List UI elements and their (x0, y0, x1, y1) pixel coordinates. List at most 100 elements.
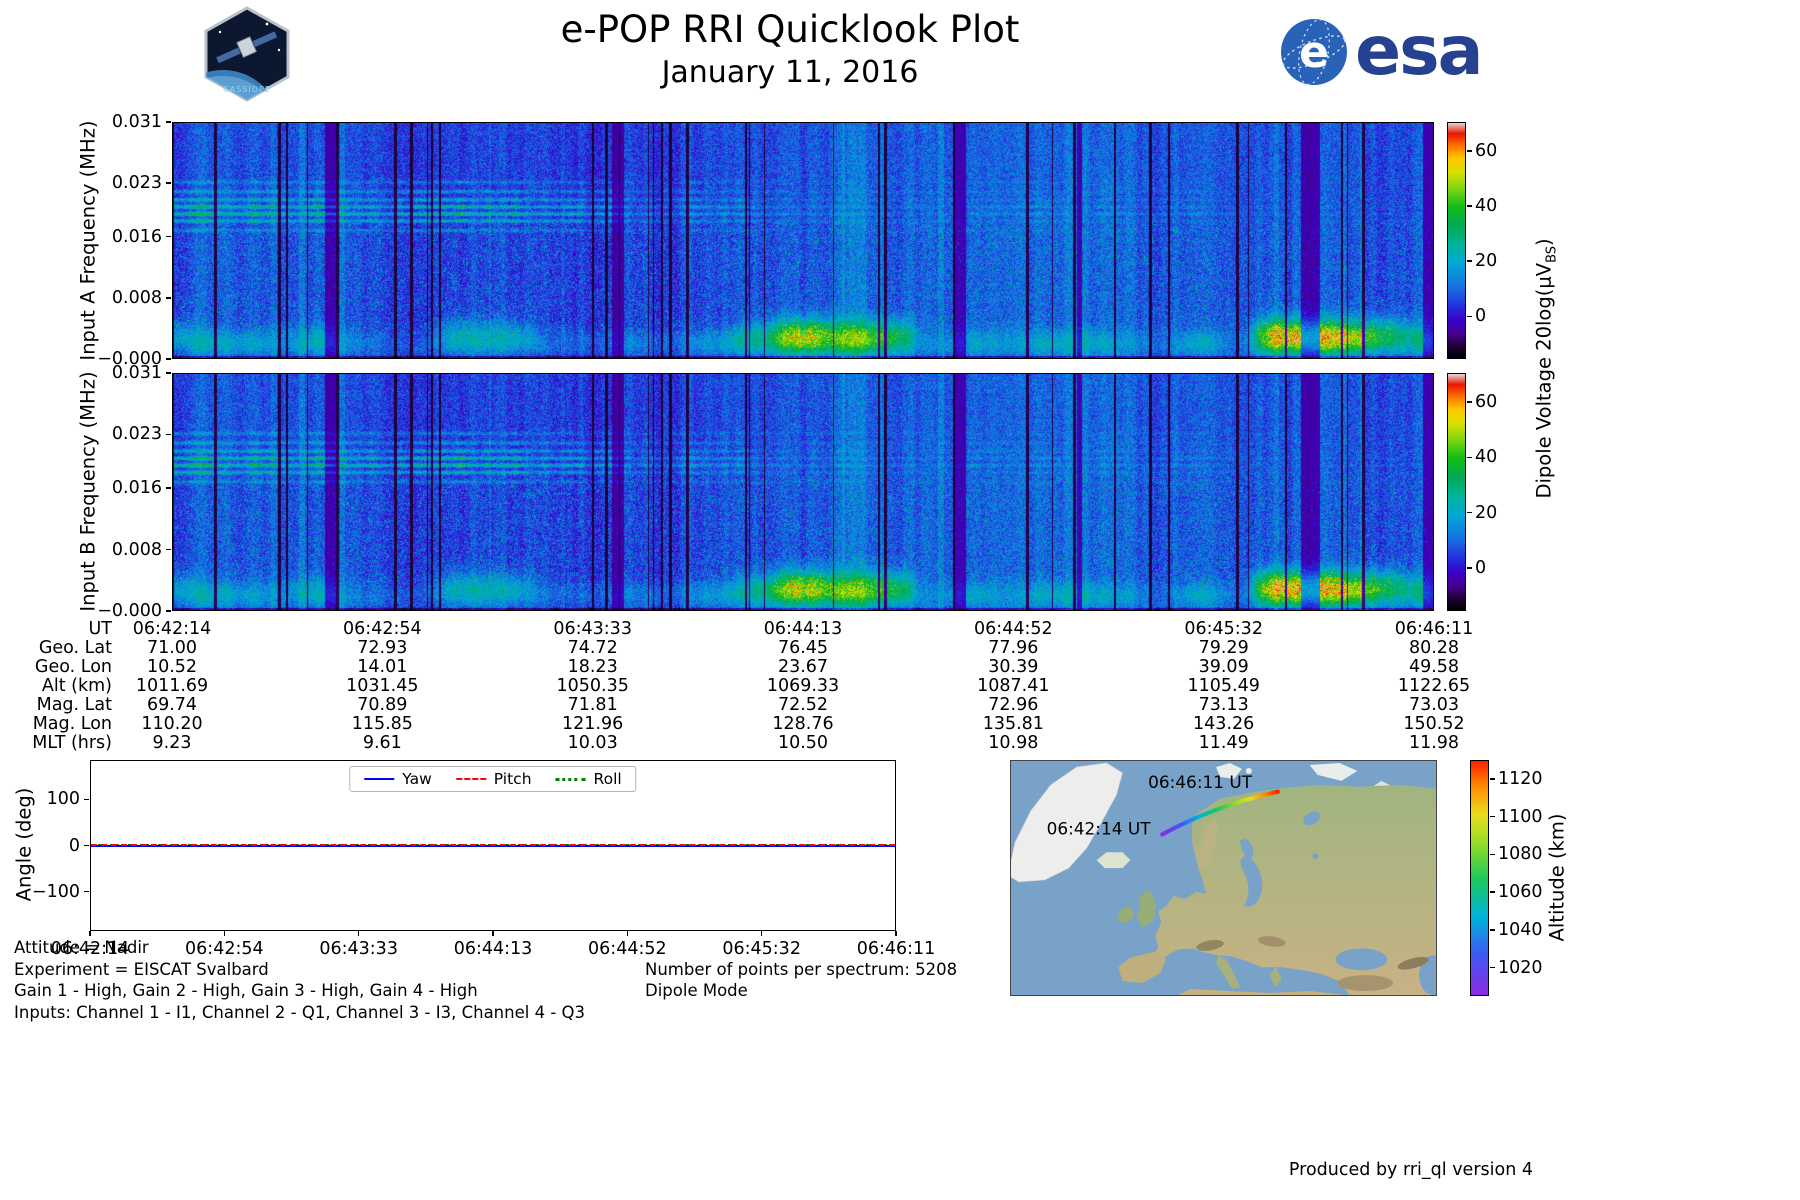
angle-xtick-mark (895, 931, 897, 936)
ephemeris-value: 9.23 (152, 732, 192, 753)
iceland-landmass (1096, 852, 1131, 869)
altitude-colorbar-tick-mark (1490, 815, 1495, 818)
cassiope-mission-patch: CASSIOPE (197, 6, 297, 102)
ephemeris-value: 1105.49 (1187, 676, 1260, 697)
lake-ladoga (1312, 853, 1319, 860)
legend-item-roll: Roll (555, 770, 622, 788)
ephemeris-value: 1069.33 (766, 676, 840, 697)
gulf-of-bothnia (1239, 838, 1254, 861)
ephemeris-value: 150.52 (1403, 713, 1465, 734)
angle-xtick-label: 06:46:11 (856, 939, 936, 959)
voltage-colorbar-a-tick-mark (1467, 150, 1472, 152)
satellite-track (1160, 789, 1280, 837)
track-end-label: 06:46:11 UT (1148, 772, 1253, 792)
freq-tick-mark (166, 433, 171, 436)
ephemeris-value: 39.09 (1198, 657, 1249, 678)
voltage-colorbar-a-tick-mark (1467, 315, 1472, 317)
ephemeris-value: 1050.35 (556, 676, 629, 697)
altitude-colorbar-tick-mark (1490, 966, 1495, 969)
yaw-line-sample (364, 778, 395, 780)
carpathian-mountains (1257, 936, 1286, 947)
angle-ytick-mark (84, 798, 89, 800)
ephemeris-value: 06:42:54 (343, 619, 422, 640)
angle-ytick-label: 100 (46, 789, 80, 810)
angle-xtick-label: 06:45:32 (722, 939, 801, 959)
ephemeris-row-label: Mag. Lon (32, 713, 112, 734)
freq-tick-mark (166, 182, 171, 184)
ephemeris-value: 73.13 (1198, 695, 1249, 716)
ephemeris-value: 14.01 (357, 657, 408, 678)
freq-tick-mark (166, 548, 171, 551)
legend-label-yaw: Yaw (402, 770, 432, 788)
note-gains: Gain 1 - High, Gain 2 - High, Gain 3 - H… (14, 981, 478, 1000)
ephemeris-value: 71.81 (567, 695, 618, 716)
angle-xtick-mark (223, 931, 226, 936)
ephemeris-value: 06:43:33 (553, 619, 632, 640)
spectrogram-a-plot (172, 122, 1434, 359)
ephemeris-value: 121.96 (562, 713, 624, 734)
altitude-colorbar-tick-label: 1060 (1498, 882, 1543, 903)
voltage-colorbar-a-tick-label: 60 (1475, 140, 1498, 161)
ephemeris-value: 69.74 (146, 695, 198, 716)
credit-text: Produced by rri_ql version 4 (1288, 1160, 1533, 1180)
spectrogram-b-plot (172, 373, 1434, 611)
ephemeris-value: 1011.69 (135, 676, 209, 697)
angle-xtick-mark (357, 931, 360, 936)
angle-ytick-label: −100 (31, 881, 80, 902)
ephemeris-value: 1087.41 (977, 676, 1050, 697)
ephemeris-value: 76.45 (777, 638, 829, 659)
legend-label-pitch: Pitch (493, 770, 532, 788)
freq-tick-label: 0.023 (111, 424, 162, 445)
note-dipole-mode: Dipole Mode (645, 981, 748, 1000)
ephemeris-value: 06:42:14 (132, 619, 212, 640)
freq-tick-label: 0.023 (111, 173, 162, 194)
ephemeris-value: 73.03 (1408, 695, 1460, 716)
ephemeris-value: 135.81 (982, 713, 1044, 734)
ireland-landmass (1116, 905, 1135, 924)
white-sea (1303, 811, 1320, 826)
roll-line-sample (555, 777, 586, 781)
map-svg: 06:42:14 UT 06:46:11 UT (1011, 761, 1436, 995)
angle-xtick-label: 06:42:54 (185, 939, 264, 959)
track-start-label: 06:42:14 UT (1047, 818, 1152, 838)
ephemeris-value: 06:44:13 (763, 619, 843, 640)
angle-xtick-label: 06:44:52 (588, 939, 667, 959)
ephemeris-row-label: UT (88, 619, 113, 640)
altitude-colorbar-tick-label: 1020 (1498, 957, 1543, 978)
ephemeris-value: 128.76 (772, 713, 834, 734)
svalbard-islet (1245, 767, 1252, 774)
freq-tick-mark (166, 297, 171, 299)
freq-tick-label: −0.000 (97, 601, 162, 621)
voltage-colorbar-b-tick-label: 40 (1475, 447, 1498, 468)
altitude-colorbar-label: Altitude (km) (1545, 813, 1569, 942)
angle-xtick-label: 06:43:33 (319, 939, 398, 959)
legend-item-pitch: Pitch (455, 770, 532, 788)
attitude-angle-plot: Yaw Pitch Roll (90, 760, 896, 931)
ephemeris-value: 11.98 (1408, 732, 1460, 753)
cassiope-label: CASSIOPE (223, 85, 271, 94)
page-title: e-POP RRI Quicklook Plot (560, 8, 1020, 51)
voltage-colorbar-label-main: Dipole Voltage 20log(μV (1532, 262, 1556, 499)
angle-xtick-mark (492, 931, 494, 936)
ephemeris-value: 1122.65 (1397, 676, 1471, 697)
freq-tick-mark (166, 372, 171, 374)
ephemeris-value: 9.61 (362, 732, 402, 753)
page-date: January 11, 2016 (661, 55, 919, 90)
voltage-colorbar-a-tick-mark (1467, 205, 1472, 207)
legend-label-roll: Roll (593, 770, 622, 788)
voltage-colorbar-a-gradient (1447, 122, 1466, 359)
legend-item-yaw: Yaw (364, 770, 432, 788)
spectrogram-b-canvas (173, 374, 1433, 610)
pitch-line (91, 844, 895, 847)
voltage-colorbar-b-tick-mark (1467, 567, 1472, 569)
note-inputs: Inputs: Channel 1 - I1, Channel 2 - Q1, … (14, 1003, 585, 1022)
ephemeris-value: 72.96 (988, 695, 1039, 716)
altitude-colorbar-tick-label: 1080 (1498, 844, 1543, 865)
ephemeris-value: 18.23 (567, 657, 618, 678)
altitude-colorbar-tick-label: 1040 (1498, 919, 1543, 940)
ephemeris-value: 110.20 (141, 713, 203, 734)
angle-xtick-label: 06:42:14 (50, 939, 130, 959)
voltage-colorbar-a-tick-label: 0 (1475, 306, 1487, 327)
note-attitude: Attitude = Nadir (14, 938, 149, 957)
angle-ytick-label: 0 (68, 835, 80, 856)
